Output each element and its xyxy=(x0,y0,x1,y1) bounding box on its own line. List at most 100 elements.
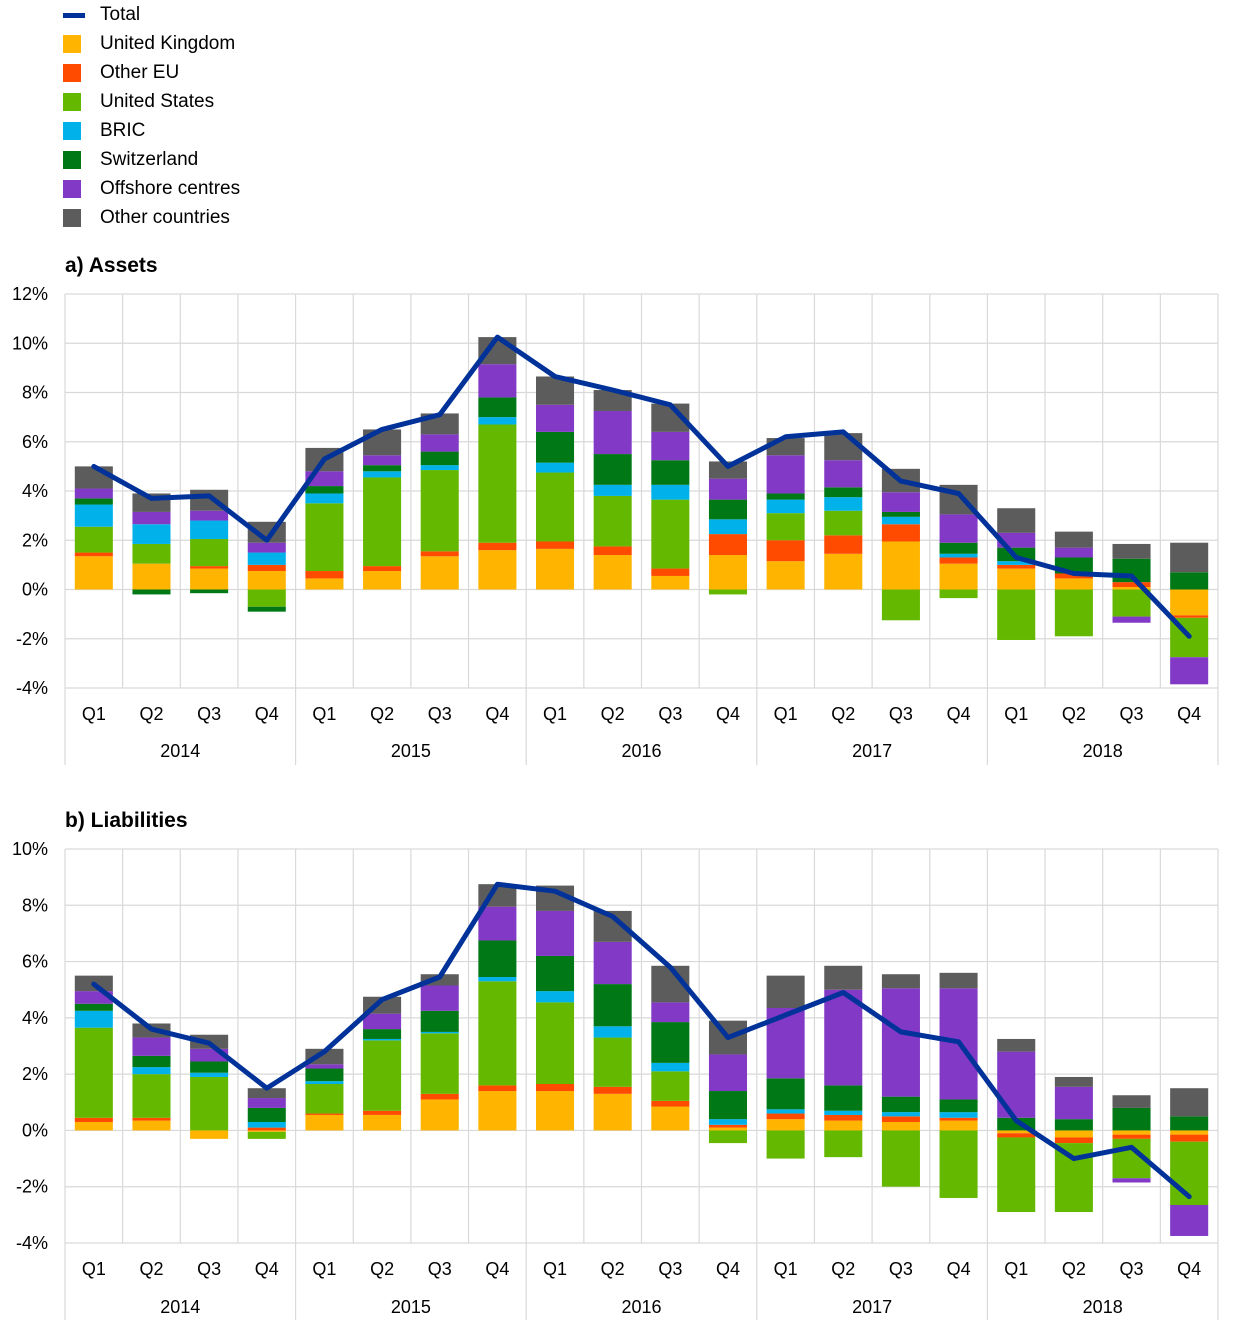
bar-segment-united-states xyxy=(420,470,459,552)
bar-segment-other-eu xyxy=(247,564,286,572)
bar-segment-united-states xyxy=(708,589,747,595)
bar-segment-bric xyxy=(593,1026,632,1038)
bar-segment-bric xyxy=(824,1110,863,1115)
bar-segment-other-eu xyxy=(1112,582,1151,588)
bar-segment-other-eu xyxy=(1170,615,1209,618)
bar-segment-united-states xyxy=(247,1131,286,1139)
bar-segment-switzerland xyxy=(363,465,402,472)
bar-segment-other-countries xyxy=(708,461,747,479)
legend-label: BRIC xyxy=(100,120,146,141)
bar-segment-united-kingdom xyxy=(1054,578,1093,590)
bar-segment-other-eu xyxy=(305,1113,344,1115)
total-line xyxy=(91,881,1192,1200)
assets-chart: a) Assets -4% -2% 0% 2% 4% 6% 8% 10% 12% Q1 Q2 Q3 Q4 2… xyxy=(12,254,1219,765)
x-tick-label-quarter: Q4 xyxy=(716,704,740,724)
x-tick-label-quarter: Q2 xyxy=(139,704,163,724)
bar-segment-united-states xyxy=(478,424,517,543)
bar-segment-bric xyxy=(74,504,113,527)
bar-segment-other-countries xyxy=(1054,1076,1093,1087)
bar-segment-other-eu xyxy=(997,1133,1036,1138)
x-tick-label-quarter: Q3 xyxy=(428,704,452,724)
bar-segment-switzerland xyxy=(247,1107,286,1122)
bar-segment-switzerland xyxy=(305,1068,344,1082)
bar-segment-switzerland xyxy=(132,589,171,595)
bar-segment-switzerland xyxy=(74,1003,113,1011)
x-tick-label-quarter: Q3 xyxy=(197,704,221,724)
bar-segment-other-countries xyxy=(420,974,459,986)
y-tick-label: 4% xyxy=(22,1008,48,1028)
bar-segment-united-kingdom xyxy=(593,1093,632,1131)
bar-segment-offshore-centres xyxy=(708,478,747,500)
x-tick-label-year: 2014 xyxy=(160,741,200,761)
legend-label: Other EU xyxy=(100,62,180,83)
bar-segment-offshore-centres xyxy=(1112,1178,1151,1183)
bar-segment-united-states xyxy=(132,1074,171,1118)
x-tick-label-year: 2017 xyxy=(852,1297,892,1317)
bar-segment-other-countries xyxy=(997,1038,1036,1052)
bar-segment-united-kingdom xyxy=(305,578,344,590)
bar-segment-united-kingdom xyxy=(881,1121,920,1131)
bar-segment-bric xyxy=(363,471,402,478)
bar-segment-united-kingdom xyxy=(824,1120,863,1131)
legend-line-swatch xyxy=(63,13,85,18)
bar-segment-offshore-centres xyxy=(363,1013,402,1030)
bar-segment-offshore-centres xyxy=(1112,616,1151,623)
bar-segment-offshore-centres xyxy=(651,431,690,461)
bar-segment-united-states xyxy=(305,503,344,572)
legend-color-swatch xyxy=(63,64,81,82)
bar-segment-switzerland xyxy=(190,589,229,594)
bar-segment-united-states xyxy=(74,1027,113,1118)
bar-segment-other-eu xyxy=(536,1083,575,1092)
bar-segment-other-countries xyxy=(1170,542,1209,573)
x-tick-label-quarter: Q1 xyxy=(312,1259,336,1279)
bar-segment-switzerland xyxy=(708,499,747,520)
bar-segment-other-eu xyxy=(593,546,632,556)
bar-segment-other-countries xyxy=(824,965,863,990)
x-tick-label-quarter: Q2 xyxy=(370,704,394,724)
y-tick-label: 0% xyxy=(22,1120,48,1140)
bar-segment-switzerland xyxy=(766,1078,805,1110)
x-tick-label-quarter: Q1 xyxy=(312,704,336,724)
bar-segment-other-countries xyxy=(74,466,113,489)
bar-segment-switzerland xyxy=(593,454,632,485)
bar-segment-united-kingdom xyxy=(1170,589,1209,616)
bar-segment-bric xyxy=(939,553,978,558)
bar-segment-offshore-centres xyxy=(1170,657,1209,685)
bar-segment-offshore-centres xyxy=(824,460,863,488)
bar-segment-other-eu xyxy=(651,568,690,576)
bar-segment-switzerland xyxy=(74,498,113,505)
bar-segment-united-states xyxy=(824,1130,863,1158)
bar-segment-united-states xyxy=(1054,1143,1093,1213)
liabilities-chart: b) Liabilities -4% -2% 0% 2% 4% 6% 8% 10% Q1 Q2 Q3 Q… xyxy=(12,809,1219,1320)
bar-segment-united-states xyxy=(939,1130,978,1198)
y-tick-label: 8% xyxy=(22,895,48,915)
bar-segment-united-kingdom xyxy=(478,550,517,590)
bar-segment-other-eu xyxy=(536,541,575,549)
y-tick-label: 6% xyxy=(22,432,48,452)
legend-item: Switzerland xyxy=(60,145,320,174)
x-tick-label-quarter: Q3 xyxy=(658,704,682,724)
bar-segment-other-eu xyxy=(74,1117,113,1122)
bar-segment-united-kingdom xyxy=(132,1120,171,1131)
bar-segment-other-eu xyxy=(363,1110,402,1115)
bar-segment-bric xyxy=(420,1031,459,1034)
x-tick-label-quarter: Q2 xyxy=(370,1259,394,1279)
bar-segment-united-kingdom xyxy=(708,555,747,590)
y-tick-label: -2% xyxy=(16,1177,48,1197)
bar-segment-switzerland xyxy=(708,1091,747,1120)
bar-segment-united-kingdom xyxy=(247,1130,286,1132)
x-tick-label-year: 2016 xyxy=(621,741,661,761)
bar-segment-bric xyxy=(305,493,344,504)
bar-segment-united-states xyxy=(132,543,171,564)
bar-segment-other-countries xyxy=(1112,1095,1151,1108)
bar-segment-united-kingdom xyxy=(593,555,632,590)
bar-segment-united-kingdom xyxy=(536,1091,575,1131)
y-tick-label: 12% xyxy=(12,284,48,304)
bar-segment-bric xyxy=(593,484,632,496)
x-tick-label-year: 2018 xyxy=(1083,1297,1123,1317)
x-tick-label-quarter: Q1 xyxy=(543,1259,567,1279)
x-tick-label-quarter: Q3 xyxy=(1120,704,1144,724)
bar-segment-other-countries xyxy=(766,438,805,456)
bar-segment-switzerland xyxy=(651,460,690,485)
bar-segment-other-eu xyxy=(651,1100,690,1107)
